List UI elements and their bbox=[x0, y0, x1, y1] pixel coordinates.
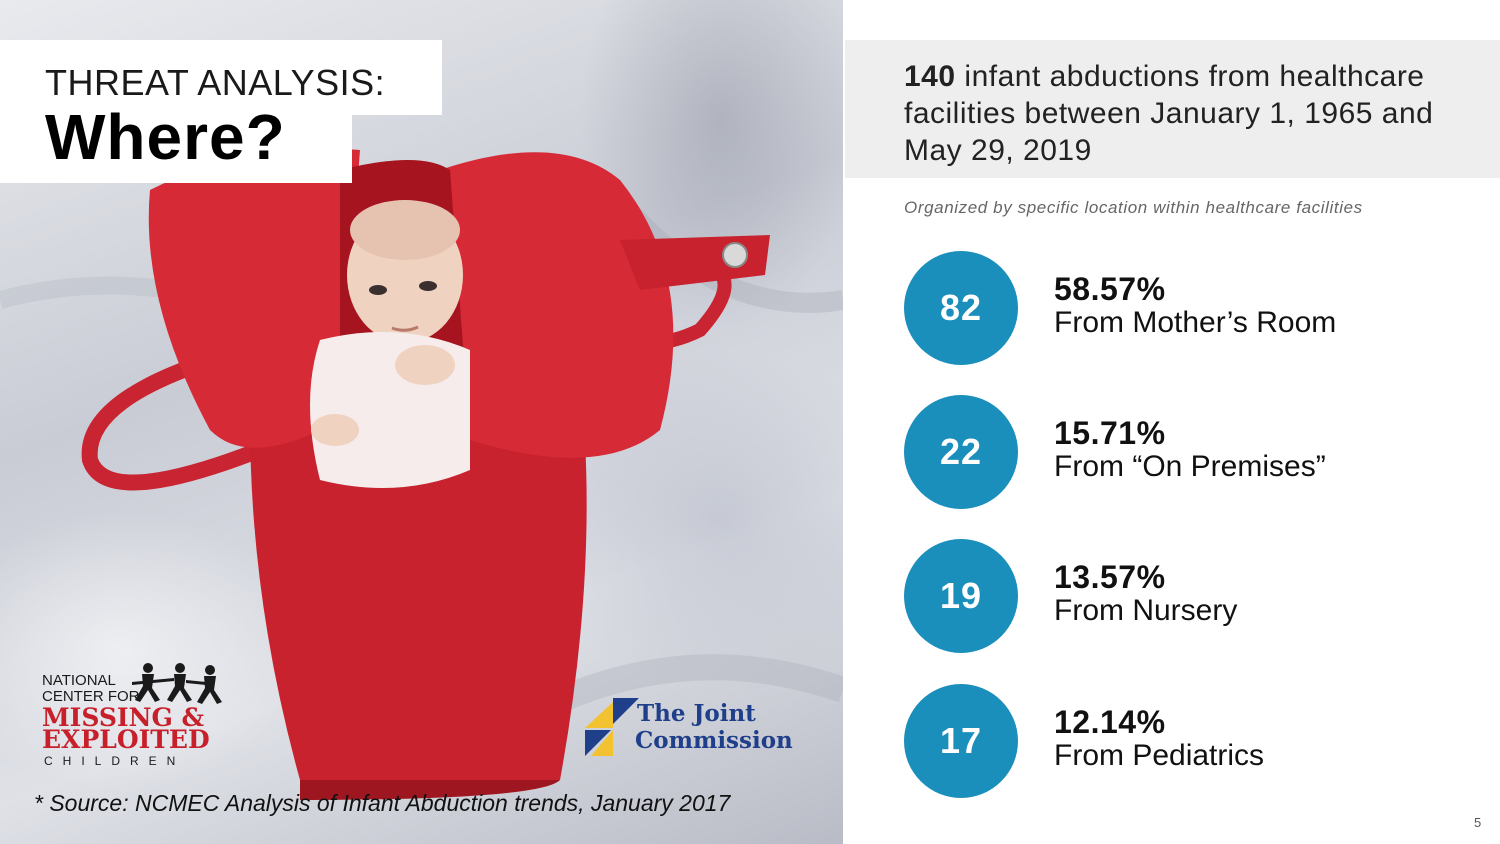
ncmec-logo: NATIONAL CENTER FOR MISSING & EXPLOITED … bbox=[42, 662, 232, 772]
count-circle: 22 bbox=[904, 395, 1018, 509]
header-count: 140 bbox=[904, 60, 956, 93]
stat-percent: 12.14% bbox=[1054, 704, 1166, 740]
joint-commission-line1: The Joint bbox=[637, 700, 756, 727]
ncmec-children: CHILDREN bbox=[44, 754, 186, 768]
joint-commission-mark-icon bbox=[585, 698, 639, 756]
header-description: infant abductions from healthcare facili… bbox=[904, 60, 1434, 167]
title-threat-analysis: THREAT ANALYSIS: bbox=[45, 62, 386, 103]
joint-commission-logo: The Joint Commission bbox=[585, 698, 795, 756]
header-statement: 140 infant abductions from healthcare fa… bbox=[904, 58, 1484, 169]
stat-percent: 58.57% bbox=[1054, 271, 1166, 307]
count-circle: 82 bbox=[904, 251, 1018, 365]
stat-location: From Pediatrics bbox=[1054, 739, 1265, 772]
hero-photo: THREAT ANALYSIS: Where? NATIONAL CENTER … bbox=[0, 0, 843, 844]
stat-location: From Mother’s Room bbox=[1054, 306, 1337, 339]
title-backdrop-lower bbox=[0, 115, 352, 183]
source-citation: * Source: NCMEC Analysis of Infant Abduc… bbox=[34, 790, 731, 816]
title-where: Where? bbox=[45, 101, 286, 173]
stat-mothers-room: 82 58.57% From Mother’s Room bbox=[904, 251, 1464, 365]
stat-pediatrics: 17 12.14% From Pediatrics bbox=[904, 684, 1464, 798]
ncmec-national: NATIONAL bbox=[42, 672, 116, 689]
subtitle: Organized by specific location within he… bbox=[904, 198, 1363, 217]
running-children-icon bbox=[132, 663, 222, 704]
stat-nursery: 19 13.57% From Nursery bbox=[904, 539, 1464, 653]
ncmec-exploited: EXPLOITED bbox=[42, 725, 210, 754]
ncmec-center-for: CENTER FOR bbox=[42, 688, 140, 705]
page-number: 5 bbox=[1474, 815, 1482, 830]
baby-in-red-bag-illustration bbox=[0, 148, 843, 800]
count-circle: 19 bbox=[904, 539, 1018, 653]
header-backdrop bbox=[845, 40, 1500, 178]
ncmec-missing: MISSING & bbox=[42, 703, 205, 732]
count-circle: 17 bbox=[904, 684, 1018, 798]
stat-location: From Nursery bbox=[1054, 594, 1238, 627]
joint-commission-line2: Commission bbox=[635, 727, 793, 754]
stat-location: From “On Premises” bbox=[1054, 450, 1326, 483]
stat-percent: 15.71% bbox=[1054, 415, 1166, 451]
title-backdrop bbox=[0, 40, 442, 115]
stat-on-premises: 22 15.71% From “On Premises” bbox=[904, 395, 1464, 509]
stat-percent: 13.57% bbox=[1054, 559, 1166, 595]
